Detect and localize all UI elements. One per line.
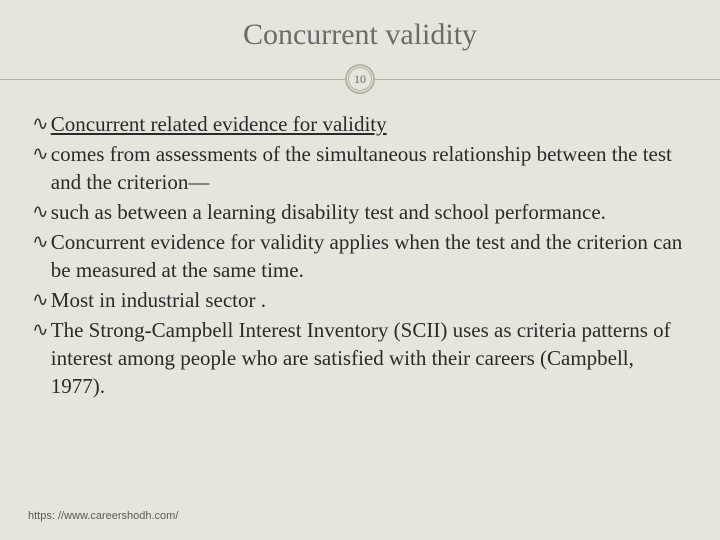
bullet-item: ∿ comes from assessments of the simultan… — [32, 140, 688, 196]
divider-row: 10 — [28, 62, 692, 96]
bullet-item: ∿ Most in industrial sector . — [32, 286, 688, 314]
bullet-text: comes from assessments of the simultaneo… — [51, 140, 688, 196]
bullet-icon: ∿ — [32, 228, 49, 256]
slide: Concurrent validity 10 ∿ Concurrent rela… — [0, 0, 720, 540]
bullet-item: ∿ such as between a learning disability … — [32, 198, 688, 226]
bullet-text: Concurrent evidence for validity applies… — [51, 228, 688, 284]
bullet-icon: ∿ — [32, 286, 49, 314]
bullet-item: ∿ The Strong-Campbell Interest Inventory… — [32, 316, 688, 400]
bullet-item: ∿ Concurrent evidence for validity appli… — [32, 228, 688, 284]
page-number: 10 — [354, 72, 366, 87]
content-area: ∿ Concurrent related evidence for validi… — [28, 110, 692, 400]
bullet-text: Concurrent related evidence for validity — [51, 110, 387, 138]
bullet-item: ∿ Concurrent related evidence for validi… — [32, 110, 688, 138]
bullet-text: such as between a learning disability te… — [51, 198, 606, 226]
slide-title: Concurrent validity — [28, 18, 692, 52]
bullet-text: Most in industrial sector . — [51, 286, 266, 314]
footer-url: https: //www.careershodh.com/ — [28, 510, 178, 522]
bullet-text: The Strong-Campbell Interest Inventory (… — [51, 316, 688, 400]
page-number-badge: 10 — [345, 64, 375, 94]
bullet-icon: ∿ — [32, 198, 49, 226]
bullet-icon: ∿ — [32, 110, 49, 138]
bullet-icon: ∿ — [32, 316, 49, 344]
bullet-icon: ∿ — [32, 140, 49, 168]
